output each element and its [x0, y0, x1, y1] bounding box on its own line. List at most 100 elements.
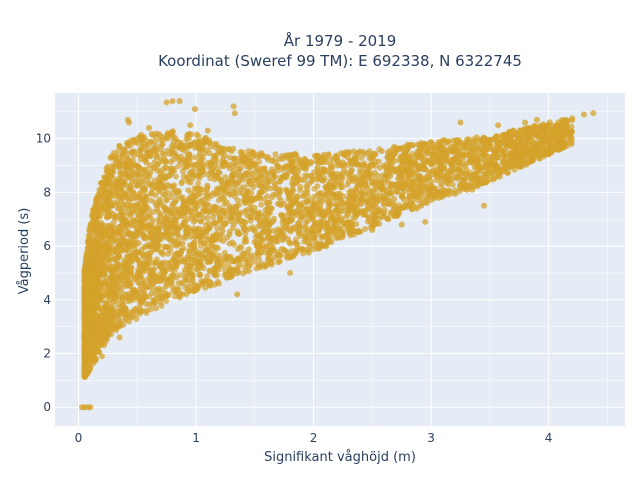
scatter-point	[189, 214, 195, 220]
scatter-point	[304, 227, 310, 233]
scatter-point	[126, 211, 132, 217]
scatter-point	[203, 228, 209, 234]
scatter-point	[171, 190, 177, 196]
scatter-point	[199, 186, 205, 192]
scatter-point	[502, 164, 508, 170]
scatter-point	[106, 241, 112, 247]
scatter-point	[523, 143, 529, 149]
scatter-point	[175, 163, 181, 169]
scatter-point	[431, 196, 437, 202]
scatter-point	[203, 246, 209, 252]
scatter-point	[341, 151, 347, 157]
scatter-point	[222, 152, 228, 158]
scatter-point	[123, 247, 129, 253]
scatter-point	[295, 241, 301, 247]
scatter-point	[136, 164, 142, 170]
scatter-point	[354, 184, 360, 190]
scatter-point	[484, 141, 490, 147]
scatter-point	[334, 158, 340, 164]
scatter-point	[316, 197, 322, 203]
scatter-point	[228, 267, 234, 273]
scatter-point	[474, 134, 480, 140]
scatter-point	[256, 262, 262, 268]
scatter-point	[228, 215, 234, 221]
scatter-point	[178, 154, 184, 160]
scatter-point	[172, 239, 178, 245]
scatter-point	[107, 184, 113, 190]
scatter-point	[190, 241, 196, 247]
scatter-point	[465, 136, 471, 142]
scatter-point	[192, 190, 198, 196]
scatter-point	[271, 235, 277, 241]
scatter-point	[370, 151, 376, 157]
scatter-point	[117, 169, 123, 175]
scatter-point	[299, 247, 305, 253]
scatter-point	[181, 199, 187, 205]
scatter-point	[347, 232, 353, 238]
scatter-point	[196, 250, 202, 256]
scatter-point	[139, 298, 145, 304]
scatter-point	[196, 226, 202, 232]
scatter-point	[212, 282, 218, 288]
scatter-point	[97, 319, 103, 325]
scatter-point	[194, 211, 200, 217]
scatter-point	[199, 281, 205, 287]
scatter-point	[279, 153, 285, 159]
scatter-point	[321, 242, 327, 248]
scatter-point	[143, 138, 149, 144]
scatter-point	[131, 307, 137, 313]
scatter-point	[95, 231, 101, 237]
scatter-point	[353, 221, 359, 227]
scatter-point	[417, 185, 423, 191]
scatter-point	[347, 150, 353, 156]
scatter-point	[437, 193, 443, 199]
scatter-point	[140, 287, 146, 293]
scatter-point	[333, 173, 339, 179]
scatter-point	[206, 280, 212, 286]
scatter-point	[415, 197, 421, 203]
scatter-point	[243, 157, 249, 163]
scatter-point	[234, 267, 240, 273]
scatter-point	[104, 336, 110, 342]
scatter-point	[378, 181, 384, 187]
scatter-point	[114, 265, 120, 271]
scatter-point	[339, 184, 345, 190]
scatter-point	[118, 208, 124, 214]
scatter-point	[248, 164, 254, 170]
scatter-point	[270, 245, 276, 251]
scatter-point	[149, 131, 155, 137]
scatter-point	[316, 242, 322, 248]
scatter-point	[375, 173, 381, 179]
scatter-point	[258, 243, 264, 249]
scatter-point	[172, 230, 178, 236]
scatter-point	[356, 209, 362, 215]
scatter-point	[180, 240, 186, 246]
scatter-point	[169, 143, 175, 149]
scatter-point	[164, 136, 170, 142]
scatter-point	[142, 234, 148, 240]
scatter-point	[126, 186, 132, 192]
scatter-point	[340, 193, 346, 199]
scatter-point	[186, 288, 192, 294]
scatter-point	[287, 227, 293, 233]
scatter-point	[172, 150, 178, 156]
scatter-point	[120, 154, 126, 160]
scatter-point	[530, 139, 536, 145]
scatter-point	[167, 236, 173, 242]
scatter-point	[177, 144, 183, 150]
scatter-point	[353, 214, 359, 220]
scatter-point	[117, 254, 123, 260]
scatter-point	[121, 266, 127, 272]
scatter-point	[183, 235, 189, 241]
scatter-point	[146, 284, 152, 290]
scatter-point	[126, 318, 132, 324]
scatter-point	[180, 209, 186, 215]
scatter-point	[265, 217, 271, 223]
scatter-point	[293, 180, 299, 186]
scatter-point	[477, 176, 483, 182]
scatter-point	[279, 246, 285, 252]
scatter-point	[536, 142, 542, 148]
scatter-point	[138, 220, 144, 226]
scatter-point	[297, 187, 303, 193]
